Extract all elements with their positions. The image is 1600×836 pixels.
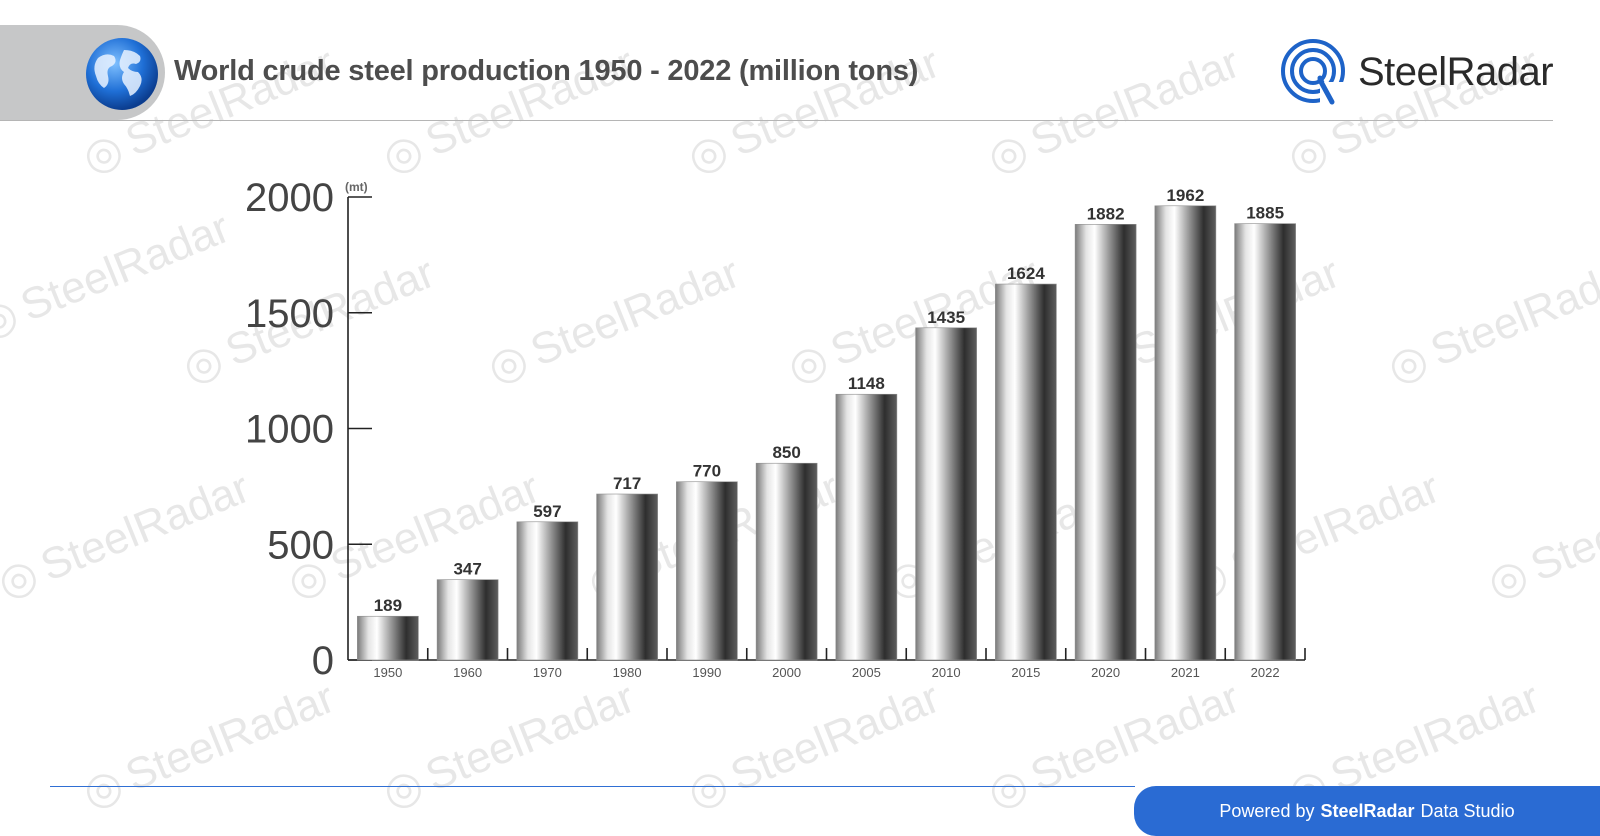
bar-value-label: 1148 [848,374,885,393]
x-tick-label: 2020 [1091,665,1120,680]
bar-value-label: 717 [613,474,641,493]
x-tick-label: 1970 [533,665,562,680]
x-tick-label: 1960 [453,665,482,680]
y-tick-label: 0 [312,639,334,683]
bar [915,327,977,661]
bar-value-label: 770 [693,462,721,481]
x-tick-label: 1990 [692,665,721,680]
bar [596,493,658,661]
bar [1074,224,1137,661]
brand-name-light: Radar [1446,49,1554,94]
x-tick-label: 1950 [373,665,402,680]
bar-value-label: 1624 [1007,264,1045,283]
y-tick-label: 1000 [245,408,334,452]
globe-icon [86,38,158,110]
footer-brand: SteelRadar [1320,800,1415,821]
y-tick-label: 1500 [245,292,334,336]
x-tick-label: 2000 [772,665,801,680]
x-tick-label: 2021 [1171,665,1200,680]
footer-badge[interactable]: Powered by SteelRadar Data Studio [1134,786,1600,836]
y-tick-label: 2000 [245,176,334,220]
radar-logo-icon [1281,39,1348,106]
bar-value-label: 597 [533,502,561,521]
bar [357,615,419,661]
bar [1234,223,1296,661]
x-tick-label: 2022 [1251,665,1280,680]
bar [676,481,738,661]
bar-value-label: 347 [453,560,481,579]
header-divider [0,120,1553,121]
brand-name: SteelRadar [1358,49,1554,95]
bar-value-label: 1882 [1087,204,1125,223]
footer-suffix: Data Studio [1420,800,1515,821]
bar [1154,205,1217,661]
y-tick-label: 500 [267,523,334,567]
footer-divider [50,786,1135,787]
bar [995,283,1057,661]
y-unit-label: (mt) [345,180,368,194]
bar [436,579,499,661]
x-tick-label: 2015 [1011,665,1040,680]
bar [516,521,579,661]
page-title: World crude steel production 1950 - 2022… [174,55,919,87]
bar-value-label: 1962 [1166,186,1204,205]
bar [755,462,818,661]
brand-name-bold: Steel [1358,49,1447,94]
x-tick-label: 2010 [932,665,961,680]
bar-value-label: 1885 [1246,204,1284,223]
brand-logo: SteelRadar [1280,38,1554,106]
bar-value-label: 850 [772,443,800,462]
bar [835,393,898,661]
x-tick-label: 2005 [852,665,881,680]
bar-value-label: 189 [374,596,402,615]
footer-prefix: Powered by [1219,800,1315,821]
x-tick-label: 1980 [613,665,642,680]
bar-value-label: 1435 [927,308,965,327]
